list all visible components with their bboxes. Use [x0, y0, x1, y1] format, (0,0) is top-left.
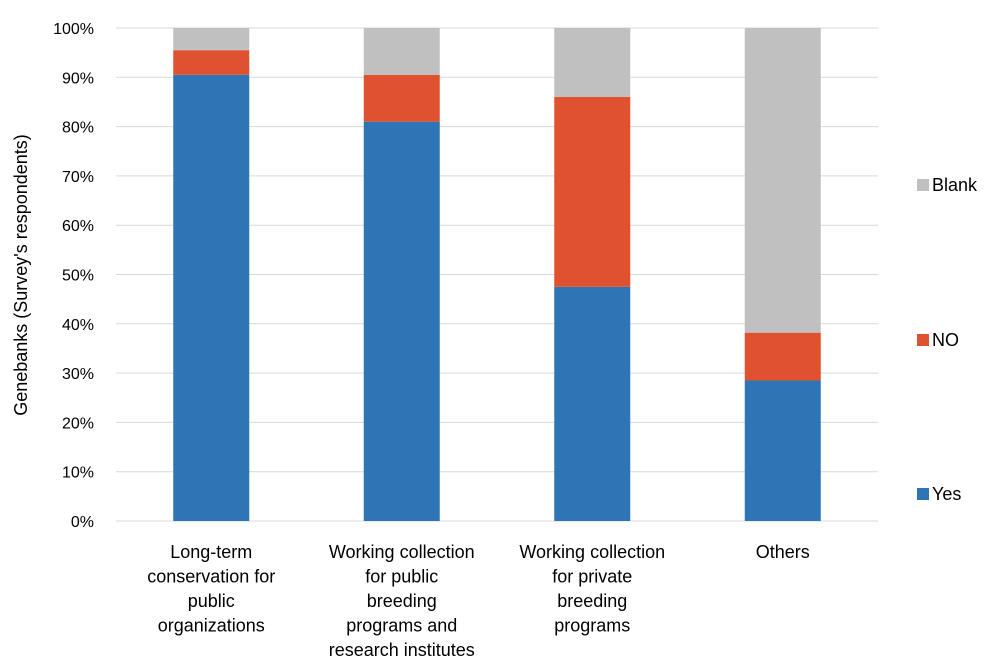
bar-segment-yes [363, 121, 440, 522]
y-tick-label: 30% [62, 366, 94, 383]
y-tick-label: 20% [62, 415, 94, 432]
bar-segment-no [744, 332, 821, 381]
bars [173, 28, 821, 522]
bar-segment-no [173, 50, 250, 75]
bar-segment-blank [363, 28, 440, 75]
y-tick-label: 10% [62, 465, 94, 482]
x-category-label: Others [756, 542, 810, 562]
x-category-label: Working collection for public breeding prog… [329, 542, 475, 660]
legend-swatch-yes [917, 488, 929, 500]
y-tick-label: 50% [62, 268, 94, 285]
bar-segment-yes [173, 74, 250, 522]
x-category-label: Working collection for private breeding pro… [519, 542, 665, 636]
bar-segment-yes [554, 286, 631, 521]
bar-segment-blank [744, 28, 821, 333]
bar-segment-yes [744, 380, 821, 521]
y-tick-label: 40% [62, 317, 94, 334]
bar-segment-no [363, 74, 440, 122]
y-tick-label: 80% [62, 120, 94, 137]
bar-segment-blank [173, 28, 250, 51]
legend-label-no: NO [932, 330, 959, 350]
y-tick-label: 60% [62, 218, 94, 235]
legend: Blank NO Yes [917, 175, 978, 504]
y-axis-label: Genebanks (Survey's respondents) [11, 134, 31, 416]
x-category-label: Long-term conservation for public organizat… [147, 542, 275, 636]
legend-label-yes: Yes [932, 484, 961, 504]
y-tick-label: 70% [62, 169, 94, 186]
x-axis-category-labels: Long-term conservation for public organizat… [147, 542, 810, 660]
legend-label-blank: Blank [932, 175, 978, 195]
legend-swatch-no [917, 334, 929, 346]
bar-segment-blank [554, 28, 631, 98]
y-axis-tick-labels: 0% 10% 20% 30% 40% 50% 60% 70% 80% 90% 100% [53, 21, 94, 531]
y-tick-label: 0% [71, 514, 94, 531]
y-tick-label: 100% [53, 21, 94, 38]
bar-segment-no [554, 97, 631, 287]
y-tick-label: 90% [62, 70, 94, 87]
legend-swatch-blank [917, 179, 929, 191]
